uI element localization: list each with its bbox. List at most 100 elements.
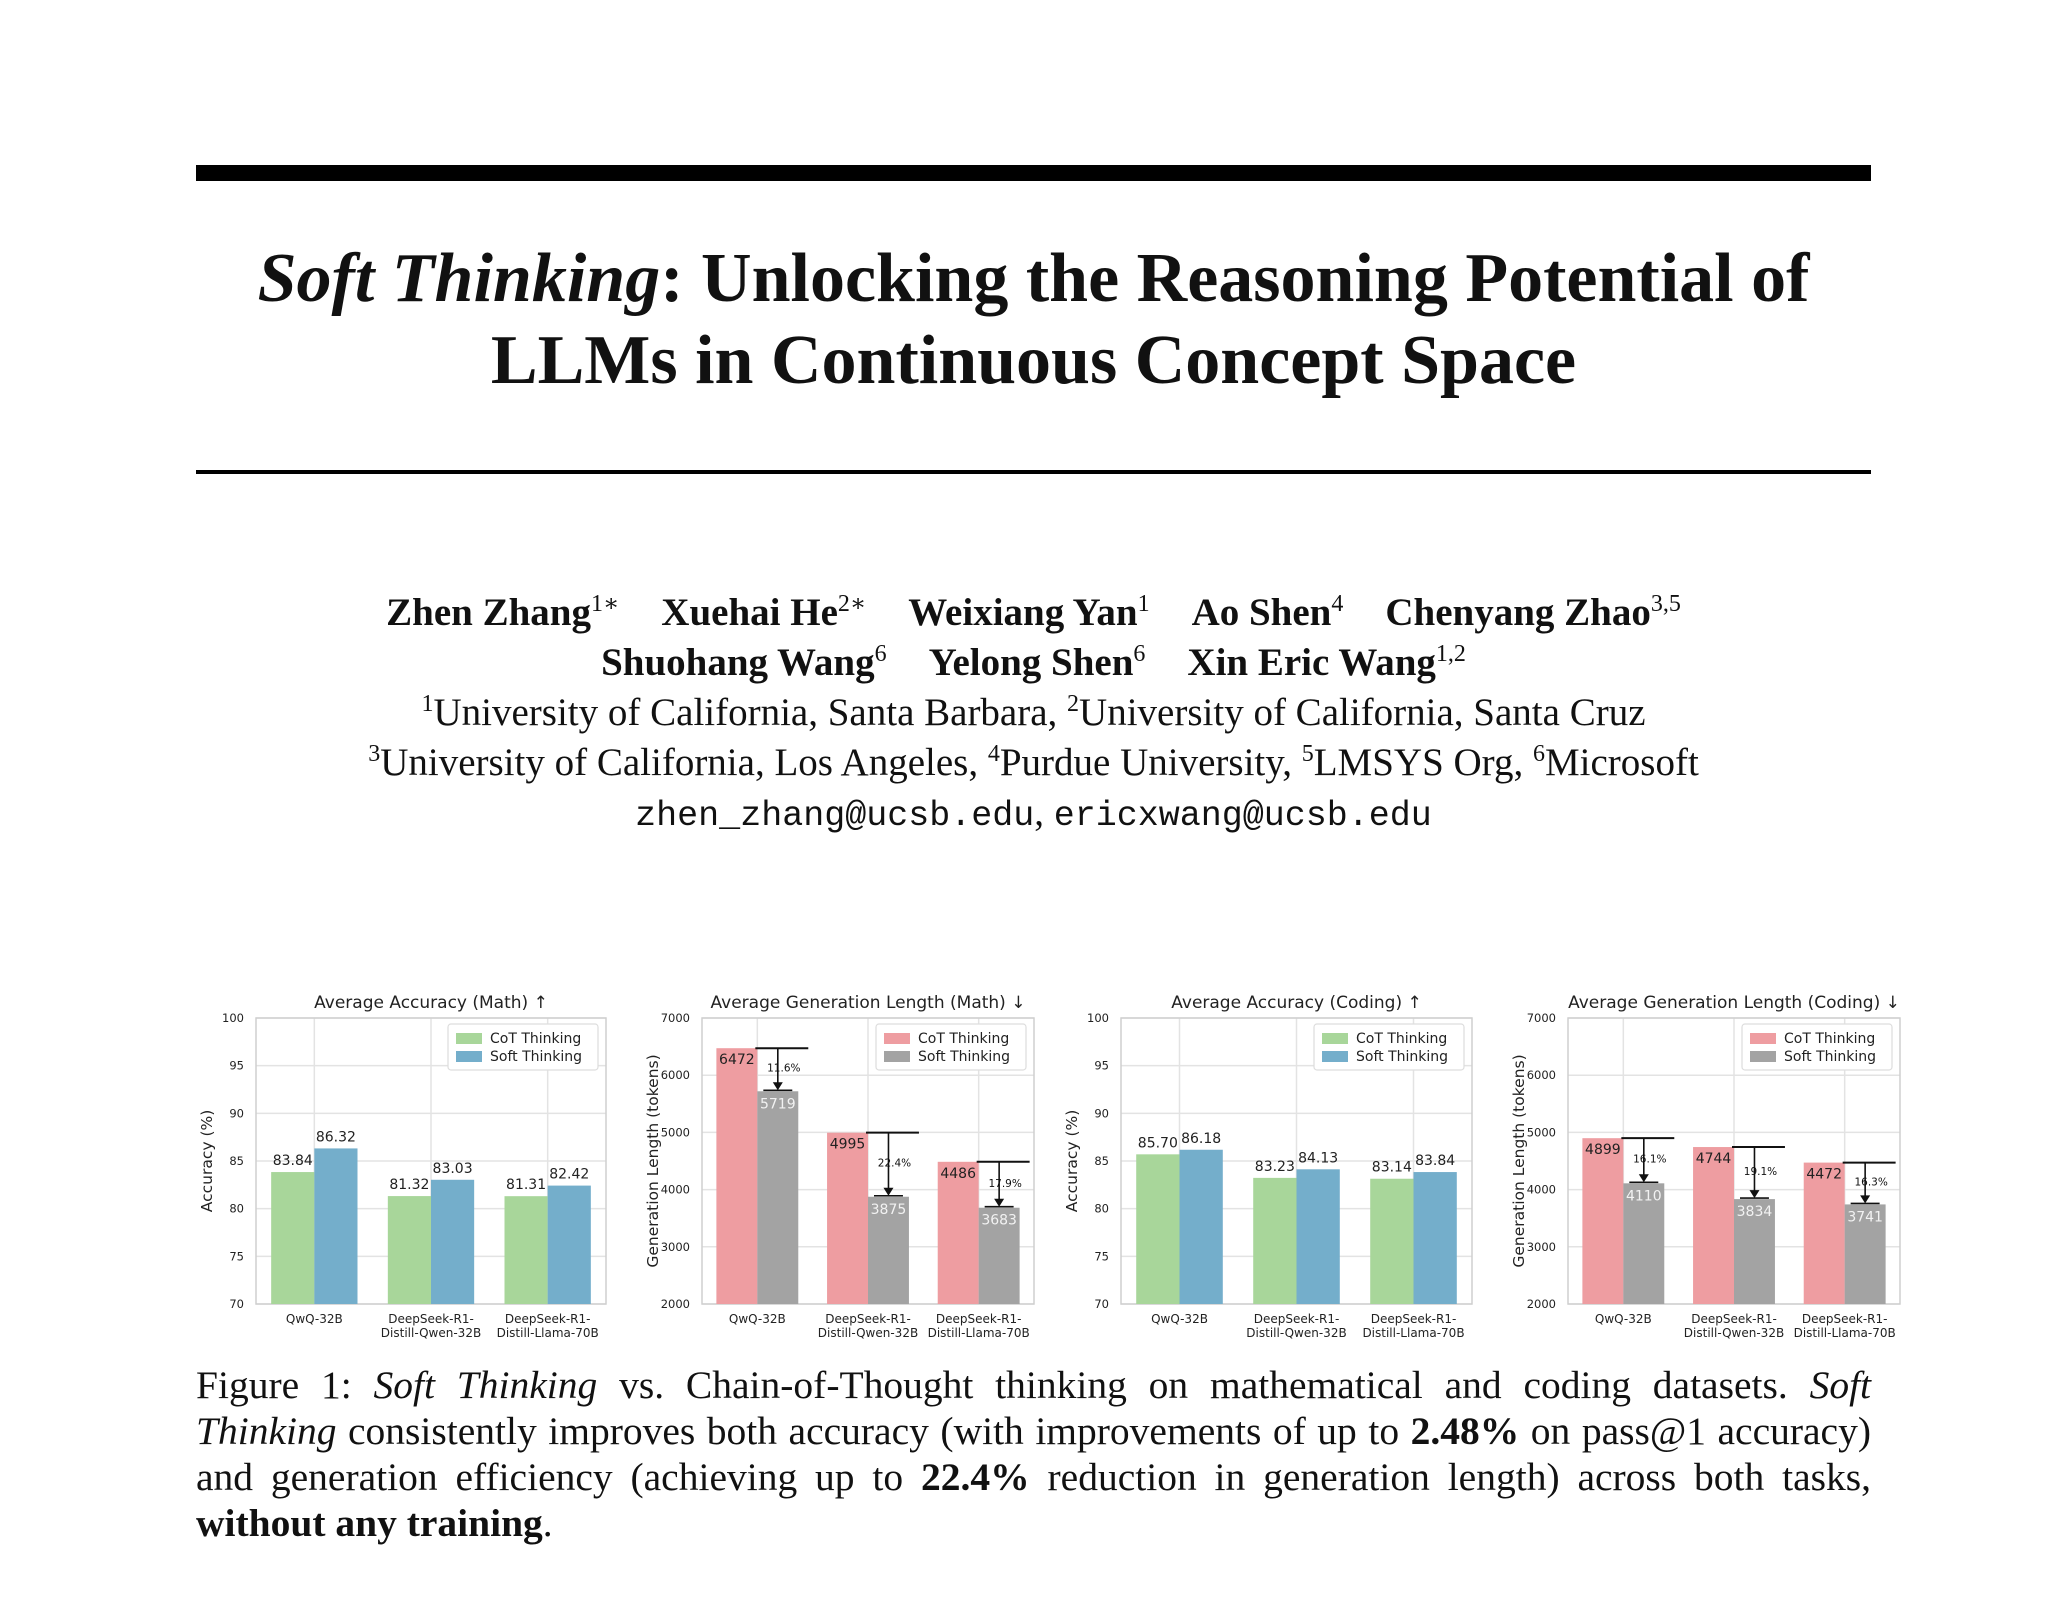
author-name: Weixiang Yan [908, 591, 1138, 634]
bar-cot-thinking [387, 1196, 431, 1304]
x-tick-label: QwQ-32B [1595, 1312, 1652, 1326]
bar-soft-thinking [978, 1207, 1020, 1304]
x-tick-label: DeepSeek-R1- [1254, 1312, 1340, 1326]
affiliation-mark: 3 [368, 741, 381, 767]
reduction-label: 16.1% [1633, 1154, 1666, 1166]
bar-cot-thinking [1253, 1177, 1297, 1304]
caption-bold-1: 2.48% [1410, 1409, 1520, 1453]
x-tick-label: DeepSeek-R1- [505, 1312, 591, 1326]
y-tick-label: 4000 [661, 1183, 690, 1197]
data-label-cot: 83.23 [1255, 1159, 1295, 1175]
data-label-cot: 4899 [1585, 1142, 1621, 1158]
y-tick-label: 7000 [661, 1011, 690, 1025]
legend-box [1741, 1023, 1893, 1071]
email-eric[interactable]: ericxwang@ucsb.edu [1053, 796, 1432, 836]
figure-caption: Figure 1: Soft Thinking vs. Chain-of-Tho… [196, 1362, 1871, 1546]
author-name: Zhen Zhang [386, 591, 591, 634]
data-label-soft: 3683 [981, 1213, 1017, 1229]
affiliation-text: Purdue University, [999, 741, 1302, 784]
data-label-soft: 86.32 [316, 1129, 356, 1145]
email-separator: , [1034, 791, 1054, 834]
x-tick-label: Distill-Qwen-32B [1246, 1326, 1346, 1340]
author-affiliation-mark: 6 [1133, 641, 1146, 667]
affiliation-mark: 2 [1067, 691, 1080, 717]
y-tick-label: 100 [222, 1011, 244, 1025]
y-tick-label: 75 [1094, 1249, 1109, 1263]
legend-label-soft: Soft Thinking [1784, 1049, 1876, 1065]
bar-cot-thinking [716, 1048, 758, 1304]
y-axis-label: Generation Length (tokens) [644, 1054, 662, 1267]
bar-cot-thinking [1803, 1162, 1845, 1304]
caption-bold-3: without any training [196, 1501, 543, 1545]
caption-label: Figure 1: [196, 1363, 374, 1407]
y-tick-label: 3000 [661, 1240, 690, 1254]
bar-soft-thinking [1296, 1169, 1340, 1304]
x-tick-label: QwQ-32B [1151, 1312, 1208, 1326]
authors-row-2: Shuohang Wang6 Yelong Shen6 Xin Eric Wang1… [196, 638, 1871, 688]
affiliation-mark: 6 [1532, 741, 1545, 767]
y-tick-label: 2000 [661, 1297, 690, 1311]
reduction-label: 19.1% [1744, 1166, 1777, 1178]
y-tick-label: 95 [229, 1059, 244, 1073]
author-affiliation-mark: 2∗ [837, 591, 867, 617]
chart-panel-2: 2000 3000 4000 5000 6000 7000 Average Generati… [644, 993, 1035, 1340]
reduction-arrowhead [772, 1082, 783, 1091]
data-label-soft: 3875 [871, 1202, 907, 1218]
bar-soft-thinking [868, 1196, 909, 1304]
bar-cot-thinking [504, 1196, 548, 1304]
title-line-1: Soft Thinking: Unlocking the Reasoning P… [196, 238, 1871, 320]
x-tick-label: Distill-Llama-70B [497, 1326, 599, 1340]
data-label-cot: 85.70 [1138, 1135, 1178, 1151]
affiliation-text: University of California, Los Angeles, [380, 741, 988, 784]
affiliation-mark: 5 [1301, 741, 1314, 767]
reduction-arrowhead [883, 1187, 894, 1196]
caption-text-7: . [542, 1501, 553, 1545]
author-name: Ao Shen [1191, 591, 1332, 634]
top-rule [196, 165, 1871, 181]
author-affiliation-mark: 4 [1331, 591, 1344, 617]
caption-text-5: on pass@1 accuracy) and generation effic… [196, 1409, 1871, 1499]
data-label-cot: 4486 [940, 1166, 976, 1182]
legend-label-soft: Soft Thinking [1356, 1049, 1448, 1065]
data-label-cot: 4744 [1696, 1151, 1732, 1167]
authors-row-1: Zhen Zhang1∗ Xuehai He2∗ Weixiang Yan1 Ao S… [196, 588, 1871, 638]
bar-soft-thinking [757, 1091, 799, 1304]
reduction-arrowhead [994, 1198, 1005, 1207]
legend-label-cot: CoT Thinking [490, 1031, 581, 1047]
affiliation-mark: 4 [987, 741, 1000, 767]
chart-title: Average Generation Length (Coding) ↓ [1568, 993, 1900, 1013]
affiliation-text: Microsoft [1544, 741, 1699, 784]
author-block: Zhen Zhang1∗ Xuehai He2∗ Weixiang Yan1 Ao S… [196, 588, 1871, 841]
y-tick-label: 6000 [1527, 1068, 1556, 1082]
data-label-cot: 6472 [719, 1052, 755, 1068]
data-label-cot: 81.32 [389, 1177, 429, 1193]
reduction-label: 22.4% [878, 1158, 911, 1170]
title-rest: : Unlocking the Reasoning Potential of [660, 240, 1810, 317]
y-tick-label: 85 [229, 1154, 244, 1168]
y-tick-label: 90 [1094, 1106, 1109, 1120]
legend-label-cot: CoT Thinking [1784, 1031, 1875, 1047]
x-tick-label: DeepSeek-R1- [1371, 1312, 1457, 1326]
legend-swatch-cot [1750, 1033, 1776, 1044]
x-tick-label: Distill-Llama-70B [1794, 1326, 1896, 1340]
author-affiliation-mark: 1,2 [1435, 641, 1466, 667]
y-tick-label: 95 [1094, 1059, 1109, 1073]
y-tick-label: 70 [1094, 1297, 1109, 1311]
bar-soft-thinking [1734, 1199, 1775, 1304]
email-zhen[interactable]: zhen_zhang@ucsb.edu [635, 796, 1035, 836]
author-name: Yelong Shen [928, 641, 1134, 684]
reduction-arrowhead [1860, 1195, 1871, 1204]
x-tick-label: Distill-Llama-70B [928, 1326, 1030, 1340]
bar-soft-thinking [1413, 1172, 1457, 1304]
x-tick-label: DeepSeek-R1- [825, 1312, 911, 1326]
data-label-cot: 4472 [1806, 1167, 1842, 1183]
caption-text-4: consistently improves both accuracy (wit… [336, 1409, 1411, 1453]
y-tick-label: 85 [1094, 1154, 1109, 1168]
title-line-2: LLMs in Continuous Concept Space [490, 322, 1577, 399]
data-label-soft: 82.42 [549, 1167, 589, 1183]
legend-box [1313, 1023, 1465, 1071]
data-label-cot: 83.14 [1372, 1160, 1412, 1176]
author-name: Chenyang Zhao [1385, 591, 1651, 634]
legend-box [875, 1023, 1027, 1071]
author-name: Xuehai He [661, 591, 838, 634]
